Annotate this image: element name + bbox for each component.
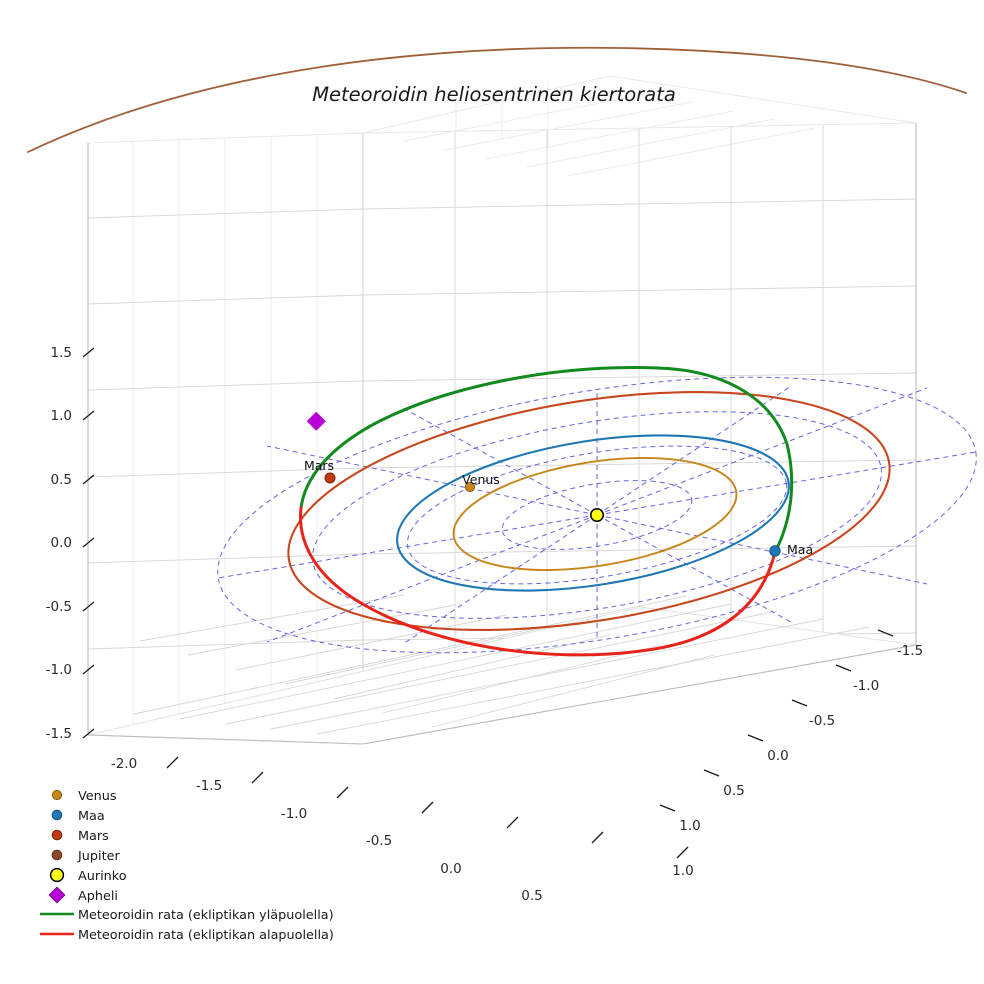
y-tick-0: -1.5 xyxy=(897,643,923,659)
body-label-maa: Maa xyxy=(787,542,813,557)
z-tick-2: 0.5 xyxy=(51,472,72,488)
y-tick-2: -0.5 xyxy=(809,713,835,729)
legend-item-venus[interactable]: Venus xyxy=(51,789,117,804)
orbit-jupiter xyxy=(27,46,967,153)
z-tick-1: 1.0 xyxy=(51,408,72,424)
orbit-meteoroid-above xyxy=(299,366,794,554)
y-tick-5: 1.0 xyxy=(679,818,700,834)
z-tick-6: -1.5 xyxy=(46,726,72,742)
jupiter-marker-icon xyxy=(51,849,63,861)
y-axis-ticks xyxy=(659,629,894,812)
y-tick-1: -1.0 xyxy=(853,678,879,694)
orbit-maa xyxy=(396,434,790,592)
ecliptic-polar-grid xyxy=(217,376,977,654)
legend-label-venus: Venus xyxy=(78,789,117,804)
x-tick-4: 0.0 xyxy=(440,861,461,877)
x-tick-0: -2.0 xyxy=(111,756,137,772)
venus-marker-icon xyxy=(51,789,63,801)
legend-label-aurinko: Aurinko xyxy=(78,869,127,884)
marker-venus xyxy=(464,481,476,493)
x-axis-ticklabels: -2.0 -1.5 -1.0 -0.5 0.0 0.5 1.0 xyxy=(111,756,694,904)
page-title: Meteoroidin heliosentrinen kiertorata xyxy=(312,83,676,106)
y-axis-ticklabels: -1.5 -1.0 -0.5 0.0 0.5 1.0 xyxy=(679,643,923,834)
x-tick-6: 1.0 xyxy=(672,863,693,879)
z-tick-4: -0.5 xyxy=(46,599,72,615)
legend-item-maa[interactable]: Maa xyxy=(51,809,105,824)
legend-item-apheli[interactable]: Apheli xyxy=(48,886,118,904)
x-tick-3: -0.5 xyxy=(366,833,392,849)
z-axis-ticks xyxy=(82,347,95,739)
y-tick-3: 0.0 xyxy=(767,748,788,764)
legend-item-meteoroid-above[interactable]: Meteoroidin rata (ekliptikan yläpuolella… xyxy=(40,908,334,923)
body-label-mars: Mars xyxy=(304,458,334,473)
body-label-venus: Venus xyxy=(462,472,500,487)
legend-item-meteoroid-below[interactable]: Meteoroidin rata (ekliptikan alapuolella… xyxy=(40,928,334,943)
y-tick-4: 0.5 xyxy=(723,783,744,799)
mars-marker-icon xyxy=(51,829,63,841)
legend-label-jupiter: Jupiter xyxy=(77,849,120,864)
aphelion-diamond-icon xyxy=(48,886,66,904)
legend: Venus Maa Mars Jupiter xyxy=(40,789,334,943)
x-axis-ticks xyxy=(166,756,689,859)
orbit-venus xyxy=(452,457,738,571)
legend-item-aurinko[interactable]: Aurinko xyxy=(49,867,127,884)
orbit-meteoroid-below xyxy=(299,506,777,657)
orbit-mars xyxy=(287,390,891,632)
marker-maa xyxy=(769,545,781,557)
pane-ceiling-gridlines xyxy=(403,80,816,177)
pane-left-gridlines xyxy=(132,135,318,743)
marker-apheli xyxy=(306,411,326,431)
x-tick-1: -1.5 xyxy=(196,778,222,794)
marker-mars xyxy=(324,472,336,484)
z-tick-5: -1.0 xyxy=(46,662,72,678)
legend-item-jupiter[interactable]: Jupiter xyxy=(51,849,120,864)
legend-label-mars: Mars xyxy=(78,829,109,844)
x-tick-5: 0.5 xyxy=(521,888,542,904)
legend-label-meteoroid-below: Meteoroidin rata (ekliptikan alapuolella… xyxy=(78,928,334,943)
maa-marker-icon xyxy=(51,809,63,821)
axes3d-panes xyxy=(87,75,917,745)
sun-marker-icon xyxy=(49,867,65,883)
z-axis-ticklabels: 1.5 1.0 0.5 0.0 -0.5 -1.0 -1.5 xyxy=(46,345,72,742)
legend-label-meteoroid-above: Meteoroidin rata (ekliptikan yläpuolella… xyxy=(78,908,334,923)
marker-aurinko xyxy=(589,507,604,522)
legend-label-maa: Maa xyxy=(78,809,105,824)
axes3d-edges xyxy=(87,123,917,745)
x-tick-2: -1.0 xyxy=(281,806,307,822)
legend-label-apheli: Apheli xyxy=(78,889,118,904)
z-tick-0: 1.5 xyxy=(51,345,72,361)
legend-item-mars[interactable]: Mars xyxy=(51,829,109,844)
z-tick-3: 0.0 xyxy=(51,535,72,551)
